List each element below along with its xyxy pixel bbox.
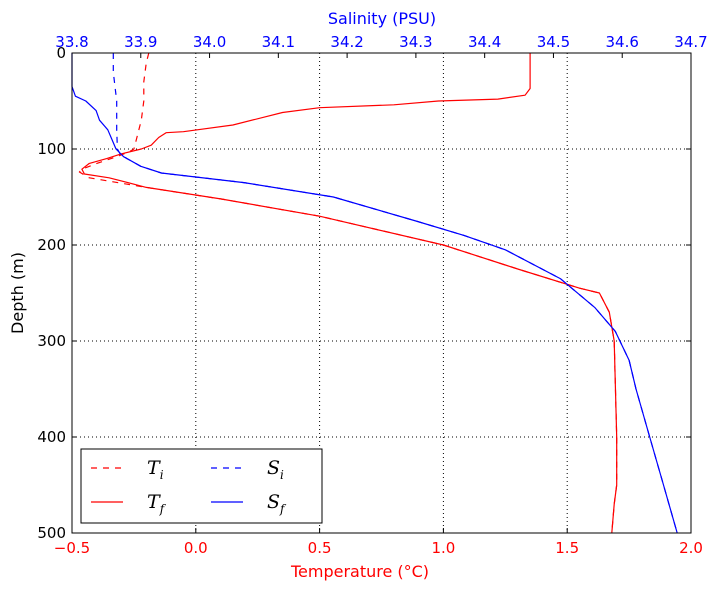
series-line-ti <box>78 52 618 534</box>
legend-label-sf: Sf <box>267 491 287 516</box>
x-axis-title-temperature: Temperature (°C) <box>290 562 429 581</box>
legend-box <box>80 448 323 524</box>
x-tick-label-salinity: 34.7 <box>674 33 707 51</box>
plot-frame <box>71 52 692 534</box>
y-tick-label-depth: 500 <box>37 524 66 542</box>
y-tick-label-depth: 100 <box>37 140 66 158</box>
x-tick-label-temperature: 0.0 <box>184 539 208 557</box>
x-tick-label-temperature: −0.5 <box>54 539 90 557</box>
x-tick-label-temperature: 0.5 <box>308 539 332 557</box>
tick-labels: −0.5 0.0 0.5 1.0 1.5 2.0 33.8 33.9 34.0 34.1 34.2 3… <box>37 33 707 557</box>
x-tick-label-salinity: 34.0 <box>193 33 226 51</box>
legend: Ti Tf Si Sf <box>80 448 323 524</box>
y-tick-label-depth: 0 <box>56 44 66 62</box>
y-tick-label-depth: 200 <box>37 236 66 254</box>
y-axis-title-depth: Depth (m) <box>8 252 27 334</box>
ticks <box>71 52 692 534</box>
x-tick-label-salinity: 34.5 <box>537 33 570 51</box>
series-line-sf <box>71 53 678 534</box>
x-tick-label-salinity: 34.3 <box>399 33 432 51</box>
legend-label-ti: Ti <box>147 457 164 482</box>
x-tick-label-temperature: 1.0 <box>431 539 455 557</box>
x-tick-label-salinity: 34.4 <box>468 33 501 51</box>
series-line-tf <box>81 53 618 534</box>
y-tick-label-depth: 300 <box>37 332 66 350</box>
x-tick-label-temperature: 1.5 <box>555 539 579 557</box>
series-layer <box>71 52 678 534</box>
x-tick-label-salinity: 34.1 <box>262 33 295 51</box>
x-tick-label-salinity: 33.8 <box>55 33 88 51</box>
x-tick-label-salinity: 34.2 <box>330 33 363 51</box>
x-tick-label-temperature: 2.0 <box>679 539 703 557</box>
y-tick-label-depth: 400 <box>37 428 66 446</box>
x-tick-label-salinity: 34.6 <box>606 33 639 51</box>
legend-label-tf: Tf <box>147 491 167 516</box>
x-axis-title-salinity: Salinity (PSU) <box>328 9 436 28</box>
legend-label-si: Si <box>267 457 284 482</box>
x-tick-label-salinity: 33.9 <box>124 33 157 51</box>
